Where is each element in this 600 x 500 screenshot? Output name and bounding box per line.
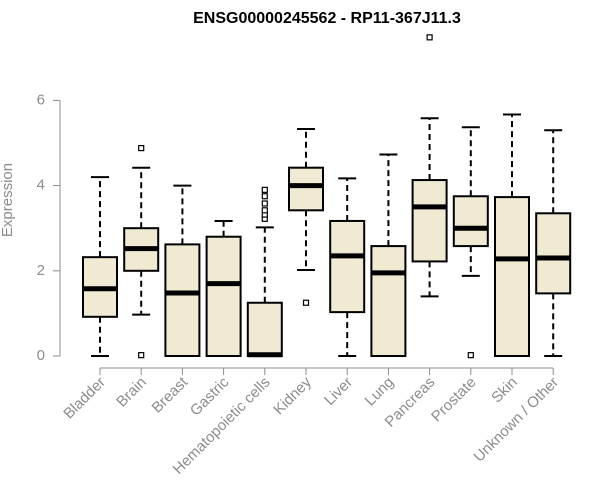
box-group — [452, 126, 489, 359]
iqr-box — [164, 243, 201, 357]
box-group — [246, 186, 283, 358]
box-group — [535, 129, 572, 357]
y-tick-label: 4 — [37, 177, 45, 194]
box-group — [370, 153, 407, 357]
iqr-box — [329, 219, 366, 314]
x-tick-label: Lung — [362, 374, 398, 410]
x-tick-label: Kidney — [270, 373, 315, 418]
x-tick-label: Breast — [149, 373, 192, 416]
y-tick-label: 6 — [37, 91, 45, 108]
x-tick-label: Skin — [488, 374, 521, 407]
outlier-point — [261, 207, 268, 214]
iqr-box — [411, 179, 448, 263]
outlier-point — [138, 352, 145, 359]
outlier-point — [426, 34, 433, 41]
chart-title: ENSG00000245562 - RP11-367J11.3 — [193, 10, 461, 27]
outlier-point — [138, 145, 145, 152]
box-group — [82, 176, 118, 357]
outlier-point — [261, 193, 268, 200]
y-axis: 0 2 4 6 — [37, 91, 61, 364]
iqr-box — [535, 212, 572, 295]
outlier-point — [302, 299, 310, 306]
x-tick-label: Liver — [321, 374, 356, 409]
y-tick-label: 2 — [37, 262, 45, 279]
box-group — [329, 177, 366, 357]
x-tick-label: Brain — [113, 374, 150, 411]
x-tick-label: Bladder — [60, 374, 109, 423]
box-group — [205, 219, 242, 357]
outlier-point — [261, 186, 268, 193]
box-group — [123, 145, 160, 359]
outlier-point — [261, 200, 268, 207]
box-group — [164, 184, 201, 357]
iqr-box — [288, 166, 324, 212]
box-group — [494, 113, 530, 357]
iqr-box — [246, 301, 283, 357]
iqr-box — [370, 245, 407, 357]
y-axis-label: Expression — [0, 163, 16, 237]
plot-area — [82, 34, 572, 359]
iqr-box — [205, 235, 242, 357]
outlier-point — [467, 352, 474, 359]
box-group — [288, 127, 324, 306]
iqr-box — [452, 195, 489, 248]
y-tick-label: 0 — [37, 347, 45, 364]
x-tick-label: Prostate — [428, 374, 480, 426]
box-group — [411, 34, 448, 298]
iqr-box — [494, 196, 530, 357]
